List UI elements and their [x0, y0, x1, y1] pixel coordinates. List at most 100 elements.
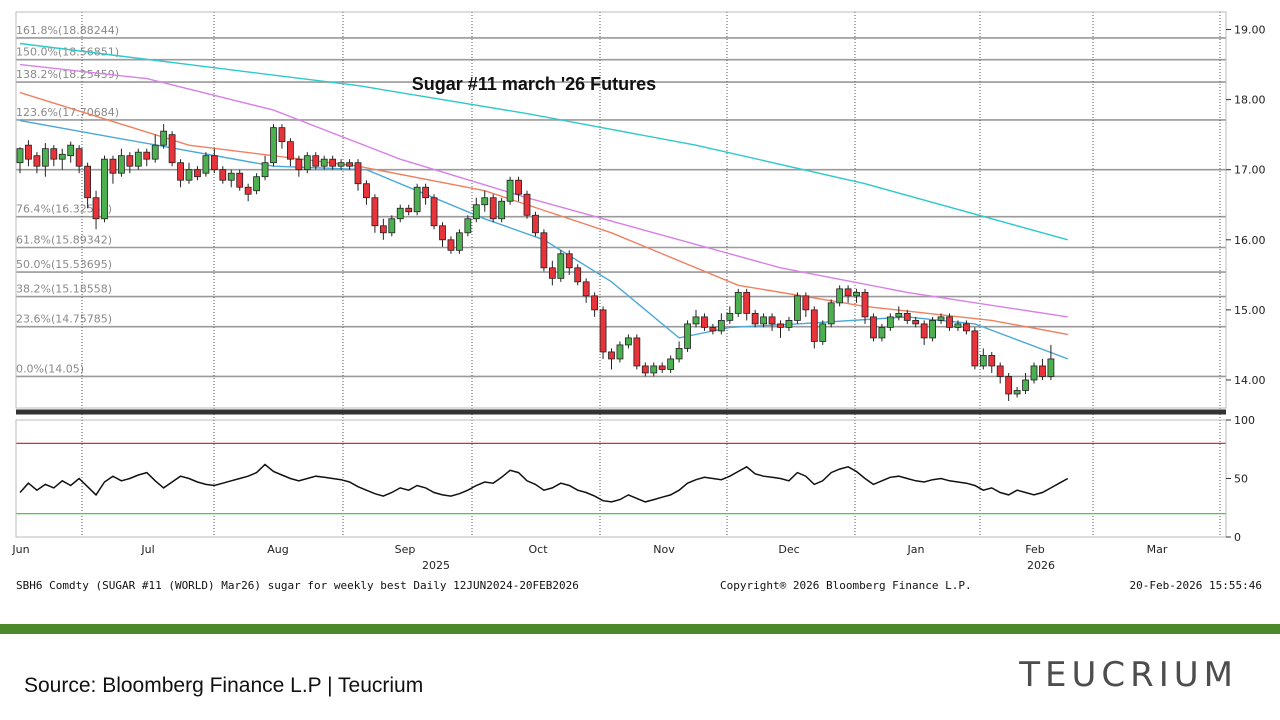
candle-70 [608, 348, 615, 370]
candle-18 [168, 131, 176, 167]
candle-25 [227, 169, 235, 188]
candle-122 [1047, 344, 1055, 380]
candle-64 [557, 250, 565, 282]
candle-22 [202, 152, 210, 177]
candle-17 [160, 124, 168, 149]
candle-112 [963, 320, 970, 335]
candle-27 [244, 183, 252, 202]
month-label-jul: Jul [140, 543, 154, 556]
candle-body [58, 153, 66, 160]
candle-57 [498, 197, 506, 223]
candle-93 [802, 292, 810, 317]
month-label-oct: Oct [528, 543, 548, 556]
candle-77 [667, 355, 675, 373]
candle-106 [912, 316, 920, 328]
candle-body [337, 162, 345, 167]
candle-body [168, 134, 176, 164]
rsi-line [19, 463, 1069, 503]
fib-label-8: 38.2%(15.18558) [16, 283, 112, 296]
candle-body [971, 330, 979, 367]
candle-body [1005, 376, 1013, 395]
candle-body [33, 155, 41, 167]
candle-body [506, 179, 514, 202]
candle-35 [312, 152, 320, 170]
candle-50 [439, 222, 446, 247]
candle-28 [253, 173, 261, 195]
candle-body [41, 148, 49, 167]
candle-20 [185, 162, 193, 184]
candle-body [709, 326, 717, 332]
moving-average-0 [19, 119, 1069, 360]
candle-43 [379, 218, 387, 240]
candle-71 [616, 341, 624, 363]
candle-37 [329, 155, 337, 170]
candle-body [810, 309, 818, 342]
candle-body [912, 319, 920, 325]
candle-15 [143, 148, 151, 167]
month-label-dec: Dec [778, 543, 799, 556]
candle-75 [650, 362, 658, 377]
candle-54 [472, 197, 480, 223]
candle-body [608, 351, 615, 360]
candle-body [684, 323, 691, 349]
candle-100 [861, 288, 869, 324]
candle-body [447, 239, 455, 251]
month-label-feb: Feb [1025, 543, 1044, 556]
candle-69 [599, 306, 607, 359]
source-caption: Source: Bloomberg Finance L.P | Teucrium [24, 674, 424, 697]
candle-82 [709, 323, 717, 335]
candle-91 [785, 316, 793, 331]
candle-92 [794, 292, 801, 324]
candle-body [616, 344, 624, 360]
candle-body [827, 302, 835, 325]
candle-body [591, 295, 598, 311]
candle-97 [836, 285, 844, 307]
candle-body [1022, 379, 1029, 391]
year-label-2025: 2025 [422, 559, 450, 572]
candle-body [853, 291, 860, 297]
candle-body [1030, 365, 1038, 381]
candle-body [726, 312, 734, 321]
candle-60 [523, 190, 531, 219]
candle-body [692, 316, 700, 325]
candle-66 [574, 264, 582, 286]
candle-36 [320, 155, 328, 170]
candle-65 [565, 250, 573, 275]
candle-body [920, 323, 928, 339]
month-label-jun: Jun [11, 543, 29, 556]
candle-111 [954, 320, 962, 331]
candle-98 [844, 285, 852, 303]
candle-21 [194, 166, 201, 181]
candle-body [354, 162, 362, 185]
price-tick-label: 18.00 [1234, 94, 1266, 107]
candle-body [979, 355, 987, 367]
candle-12 [118, 148, 125, 177]
candle-body [160, 130, 168, 146]
price-tick-label: 15.00 [1234, 304, 1266, 317]
candle-body [253, 176, 261, 192]
candle-108 [929, 316, 936, 342]
candle-body [1013, 390, 1021, 395]
candle-67 [582, 278, 590, 303]
candle-body [870, 316, 877, 339]
candle-95 [819, 320, 827, 345]
price-tick-label: 19.00 [1234, 24, 1266, 37]
rsi-tick-label: 50 [1234, 473, 1248, 486]
candle-body [574, 267, 582, 283]
candle-body [388, 218, 396, 234]
security-description: SBH6 Comdty (SUGAR #11 (WORLD) Mar26) su… [16, 579, 579, 592]
candle-body [244, 186, 252, 195]
candle-body [844, 288, 852, 297]
candle-81 [701, 313, 708, 331]
candle-body [954, 323, 962, 328]
candle-body [650, 365, 658, 374]
candle-body [734, 291, 742, 314]
candle-body [819, 323, 827, 342]
candle-body [363, 183, 370, 199]
candle-39 [346, 159, 353, 170]
candle-62 [540, 229, 548, 272]
candle-2 [33, 152, 41, 174]
candle-5 [58, 148, 66, 170]
candle-body [101, 158, 108, 220]
candle-87 [751, 309, 759, 328]
